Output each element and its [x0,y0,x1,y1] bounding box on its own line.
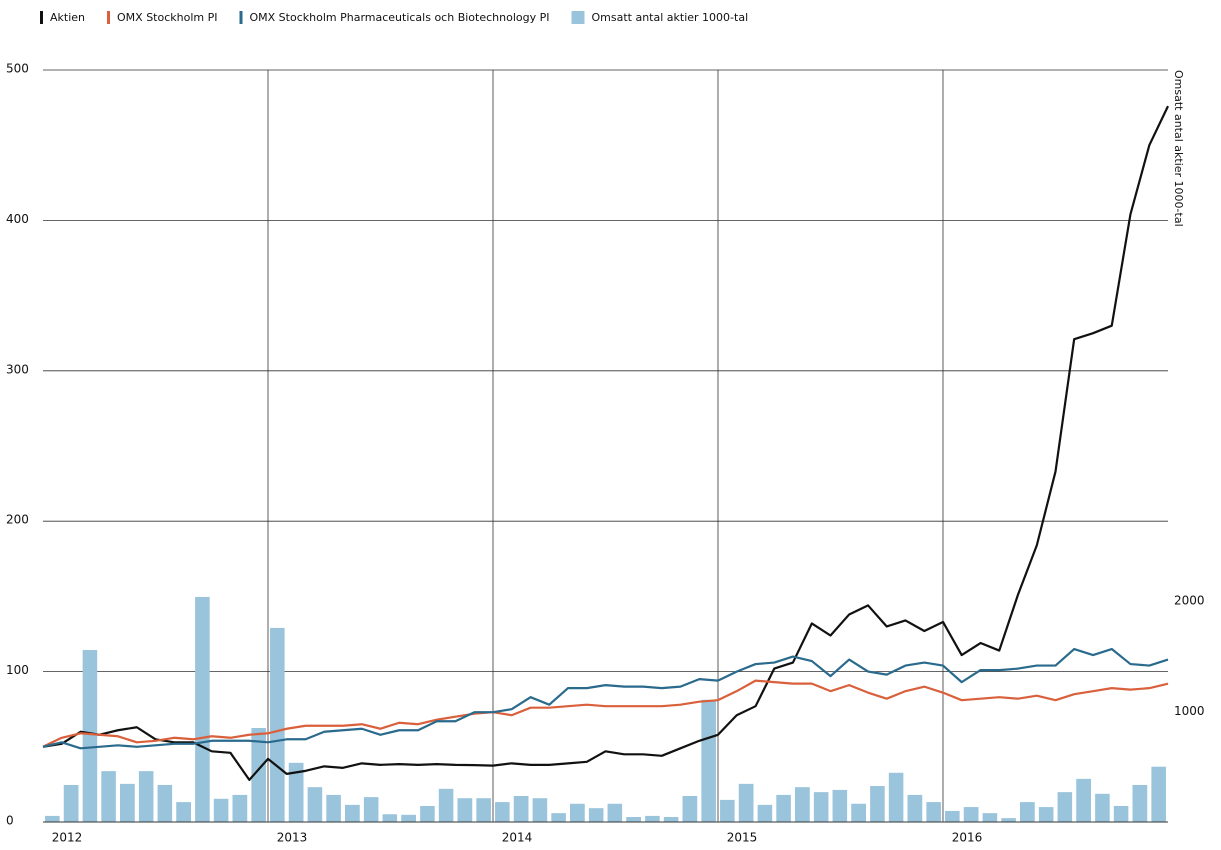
bar [382,814,398,822]
bar [45,815,60,822]
bar [1076,778,1091,822]
x-tick-label: 2014 [502,831,533,845]
bar [420,805,435,822]
y-tick-label: 100 [6,663,29,677]
line [42,105,1169,781]
line [42,647,1169,750]
bar [1132,784,1148,822]
bar [832,789,848,822]
bar [982,813,998,822]
bar [101,771,116,822]
legend-swatch [571,11,585,24]
bar [663,817,679,822]
bar [757,804,773,822]
bar [851,803,866,822]
bar [888,772,904,822]
bar [345,804,360,822]
bar [120,783,135,822]
legend-label: Aktien [50,11,85,24]
bar [270,627,285,822]
bar [1151,766,1166,822]
bar [232,794,248,822]
bar [401,814,416,822]
legend-swatch [40,11,43,24]
bar [570,803,585,822]
bar [82,650,98,822]
bar [288,762,304,822]
bar [476,798,491,822]
bar [1057,792,1073,822]
y-tick-label: 200 [6,513,29,527]
x-tick-label: 2015 [727,831,758,845]
legend-label: OMX Stockholm PI [117,11,217,24]
y-tick-label: 400 [6,212,29,226]
bar [213,798,229,822]
bar [720,799,735,822]
y2-tick-label: 1000 [1174,704,1205,718]
bar [551,813,566,822]
x-tick-label: 2013 [277,831,308,845]
bar [907,794,923,822]
bar [870,786,885,822]
bar [776,794,791,822]
y-tick-label: 0 [6,814,14,828]
bar [195,596,210,822]
bar [532,798,548,822]
bar [438,788,454,822]
bar [326,794,341,822]
bar [645,815,660,822]
bar [513,796,529,822]
bar [363,797,379,822]
bar [176,802,191,822]
legend-swatch [239,11,243,24]
line [42,679,1169,748]
bar [588,808,604,822]
bar [138,771,154,822]
bar [795,787,810,822]
bar [307,787,323,822]
bar [1001,818,1016,822]
x-tick-label: 2012 [52,831,83,845]
bar [813,792,829,822]
legend-swatch [107,11,111,24]
bar [701,699,716,822]
bar [157,784,173,822]
bar [1038,807,1054,822]
bar [251,728,266,822]
y-tick-label: 300 [6,362,29,376]
y2-axis-label: Omsatt antal aktier 1000-tal [1172,70,1185,227]
legend-label: OMX Stockholm Pharmaceuticals och Biotec… [250,11,550,24]
bar [495,802,510,822]
x-tick-label: 2016 [952,831,983,845]
bar [1113,805,1129,822]
bar [63,784,79,822]
bar [738,783,754,822]
y-tick-label: 500 [6,62,29,76]
y2-tick-label: 2000 [1174,593,1205,607]
bar [1020,802,1035,822]
bar [963,807,979,822]
bar [457,798,473,822]
bar [926,802,941,822]
bar [1095,793,1110,822]
bar [607,803,623,822]
bar [682,796,698,822]
bar [945,810,960,822]
legend-label: Omsatt antal aktier 1000-tal [592,11,749,24]
bar [626,817,641,822]
